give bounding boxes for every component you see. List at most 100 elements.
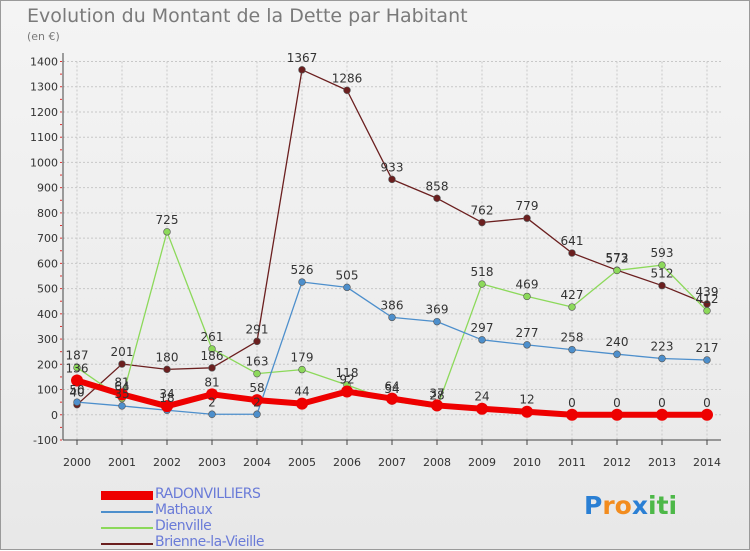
y-tick-label: 400: [37, 308, 58, 321]
x-tick-label: 2010: [513, 456, 541, 469]
data-point-brienne-la-vieille: [568, 249, 576, 257]
y-tick-label: 800: [37, 207, 58, 220]
x-tick-label: 2008: [423, 456, 451, 469]
x-tick-label: 2006: [333, 456, 361, 469]
data-label-brienne-la-vieille: 1367: [287, 51, 318, 65]
data-point-brienne-la-vieille: [658, 281, 666, 290]
data-label-dienville: 593: [651, 246, 674, 260]
data-label-brienne-la-vieille: 291: [246, 322, 269, 336]
data-point-dienville: [613, 266, 621, 275]
legend-label: Mathaux: [155, 502, 213, 518]
data-label-radonvilliers: 37: [429, 386, 444, 400]
logo-letter: t: [656, 491, 669, 520]
x-tick-label: 2011: [558, 456, 586, 469]
y-tick-label: 600: [37, 257, 58, 270]
data-label-radonvilliers: 12: [519, 393, 534, 407]
data-label-radonvilliers: 81: [114, 375, 129, 389]
x-tick-label: 2009: [468, 456, 496, 469]
data-label-mathaux: 277: [516, 326, 539, 340]
data-label-dienville: 725: [156, 213, 179, 227]
data-point-mathaux: [523, 341, 531, 349]
data-label-dienville: 118: [336, 366, 359, 380]
data-label-dienville: 469: [516, 277, 539, 291]
y-tick-label: 1100: [30, 131, 58, 144]
data-point-brienne-la-vieille: [433, 194, 441, 202]
data-label-radonvilliers: 0: [613, 396, 621, 410]
data-label-dienville: 64: [114, 380, 129, 394]
legend-label: Dienville: [155, 518, 212, 534]
data-point-radonvilliers: [161, 400, 173, 413]
chart-title: Evolution du Montant de la Dette par Hab…: [27, 5, 468, 27]
data-point-radonvilliers: [611, 408, 623, 421]
logo-letter: P: [584, 491, 603, 520]
x-tick-label: 2013: [648, 456, 676, 469]
data-label-brienne-la-vieille: 762: [471, 203, 494, 217]
data-label-brienne-la-vieille: 439: [696, 285, 719, 299]
data-point-radonvilliers: [566, 408, 578, 421]
x-tick-label: 2004: [243, 456, 271, 469]
data-point-mathaux: [613, 350, 621, 358]
data-label-mathaux: 223: [651, 339, 674, 353]
data-label-dienville: 412: [696, 292, 719, 306]
data-point-mathaux: [118, 402, 126, 410]
x-tick-label: 2003: [198, 456, 226, 469]
data-label-radonvilliers: 0: [703, 396, 711, 410]
x-tick-label: 2005: [288, 456, 316, 469]
data-label-mathaux: 217: [696, 341, 719, 355]
y-tick-label: 300: [37, 333, 58, 346]
data-point-mathaux: [658, 354, 666, 363]
data-point-mathaux: [343, 283, 351, 292]
data-point-brienne-la-vieille: [523, 214, 531, 222]
data-label-radonvilliers: 136: [66, 361, 89, 375]
data-label-brienne-la-vieille: 201: [111, 345, 134, 359]
data-label-dienville: 163: [246, 355, 269, 369]
data-label-mathaux: 35: [114, 387, 129, 401]
logo-letter: o: [614, 491, 632, 520]
data-label-dienville: 518: [471, 265, 494, 279]
y-tick-label: 1400: [30, 56, 58, 69]
data-point-mathaux: [478, 336, 486, 344]
data-label-dienville: 427: [561, 288, 584, 302]
legend-swatch: [101, 491, 153, 500]
data-point-dienville: [568, 303, 576, 311]
logo-letter: i: [648, 491, 657, 520]
data-point-radonvilliers: [521, 405, 533, 418]
y-tick-label: 1000: [30, 156, 58, 169]
data-label-mathaux: 18: [159, 391, 174, 405]
legend-label: Brienne-la-Vieille: [155, 534, 265, 550]
data-point-dienville: [73, 363, 81, 372]
data-label-brienne-la-vieille: 512: [651, 267, 674, 281]
data-point-radonvilliers: [656, 408, 668, 421]
data-point-brienne-la-vieille: [208, 364, 216, 372]
data-label-mathaux: 50: [69, 383, 84, 397]
y-tick-label: -100: [33, 434, 58, 447]
data-point-radonvilliers: [341, 385, 353, 398]
y-tick-label: 500: [37, 283, 58, 296]
data-label-dienville: 28: [429, 389, 444, 403]
y-tick-label: 100: [37, 384, 58, 397]
legend-swatch: [101, 543, 153, 545]
data-label-mathaux: 386: [381, 298, 404, 312]
x-tick-label: 2000: [63, 456, 91, 469]
data-label-radonvilliers: 24: [474, 390, 489, 404]
data-point-brienne-la-vieille: [298, 66, 306, 74]
data-label-radonvilliers: 81: [204, 375, 219, 389]
data-point-brienne-la-vieille: [388, 175, 396, 184]
legend-label: RADONVILLIERS: [155, 486, 261, 502]
logo-letter: i: [668, 491, 678, 520]
y-tick-label: 0: [51, 409, 58, 422]
data-label-mathaux: 2: [253, 395, 261, 409]
data-point-mathaux: [253, 410, 261, 418]
data-label-brienne-la-vieille: 858: [426, 179, 449, 193]
data-label-mathaux: 526: [291, 263, 314, 277]
data-point-mathaux: [703, 356, 711, 364]
data-label-radonvilliers: 44: [294, 385, 309, 399]
data-label-mathaux: 2: [208, 395, 216, 409]
data-point-radonvilliers: [71, 374, 83, 387]
data-point-brienne-la-vieille: [343, 86, 351, 94]
proxiti-logo: Proxiti: [584, 491, 677, 520]
data-label-mathaux: 240: [606, 335, 629, 349]
data-point-radonvilliers: [476, 402, 488, 415]
